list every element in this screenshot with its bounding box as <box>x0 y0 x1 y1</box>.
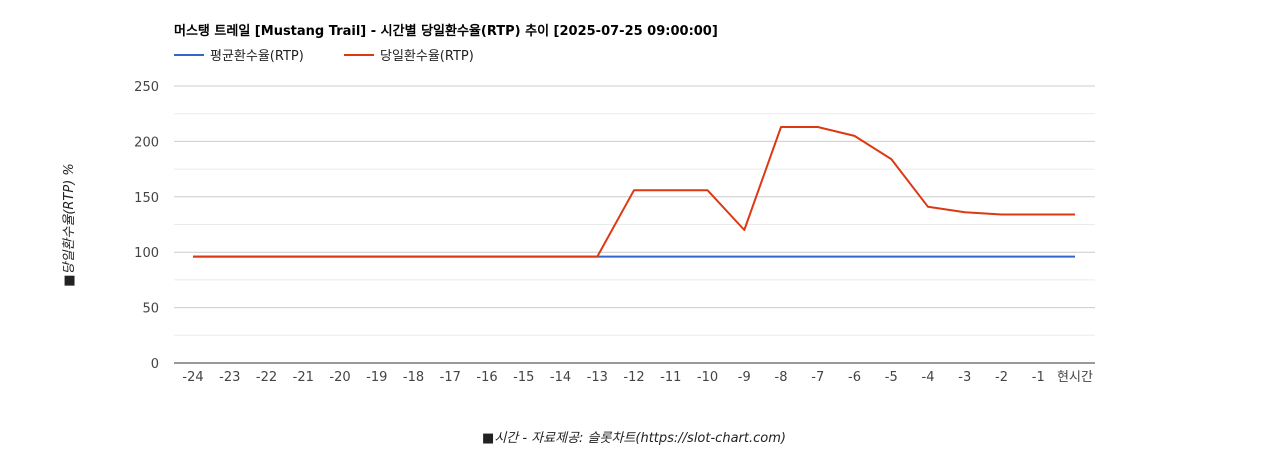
x-tick-label: -9 <box>738 370 751 385</box>
x-tick-label: -10 <box>697 370 718 385</box>
chart-title: 머스탱 트레일 [Mustang Trail] - 시간별 당일환수율(RTP)… <box>174 23 718 39</box>
x-tick-label: -19 <box>366 370 387 385</box>
x-tick-label: -6 <box>848 370 861 385</box>
x-tick-label: -23 <box>219 370 240 385</box>
legend: 평균환수율(RTP) 당일환수율(RTP) <box>174 49 474 64</box>
y-tick-label: 50 <box>142 302 159 317</box>
grid-lines <box>174 85 1095 336</box>
x-tick-label: -22 <box>256 370 277 385</box>
y-axis-ticks: 0 50 100 150 200 250 <box>134 80 159 372</box>
x-tick-label: -17 <box>440 370 461 385</box>
x-tick-label: -16 <box>476 370 497 385</box>
x-tick-label: -18 <box>403 370 424 385</box>
x-tick-label: -15 <box>513 370 534 385</box>
x-tick-label: -1 <box>1032 370 1045 385</box>
y-tick-label: 150 <box>134 191 159 206</box>
series-lines <box>193 126 1075 258</box>
x-tick-label: -2 <box>995 370 1008 385</box>
x-tick-label: -8 <box>775 370 788 385</box>
legend-label: 평균환수율(RTP) <box>210 49 304 64</box>
x-axis-title: ■시간 - 자료제공: 슬롯차트(https://slot-chart.com) <box>482 431 786 446</box>
x-tick-label: -24 <box>182 370 203 385</box>
legend-label: 당일환수율(RTP) <box>380 49 474 64</box>
y-axis-title: ■당일환수율(RTP) % <box>62 163 77 287</box>
x-tick-label: -5 <box>885 370 898 385</box>
x-tick-label: 현시간 <box>1057 370 1093 385</box>
x-tick-label: -13 <box>587 370 608 385</box>
series-line-daily-rtp <box>193 126 1075 258</box>
x-tick-label: -20 <box>329 370 350 385</box>
y-tick-label: 100 <box>134 246 159 261</box>
y-tick-label: 250 <box>134 80 159 95</box>
x-tick-label: -7 <box>811 370 824 385</box>
x-tick-label: -12 <box>623 370 644 385</box>
x-tick-label: -21 <box>293 370 314 385</box>
x-tick-label: -11 <box>660 370 681 385</box>
x-axis-ticks: -24 -23 -22 -21 -20 -19 -18 -17 -16 -15 -14 -13 -12 -… <box>182 370 1093 385</box>
x-tick-label: -14 <box>550 370 571 385</box>
x-tick-label: -4 <box>922 370 935 385</box>
y-tick-label: 200 <box>134 135 159 150</box>
y-tick-label: 0 <box>151 357 159 372</box>
x-tick-label: -3 <box>958 370 971 385</box>
